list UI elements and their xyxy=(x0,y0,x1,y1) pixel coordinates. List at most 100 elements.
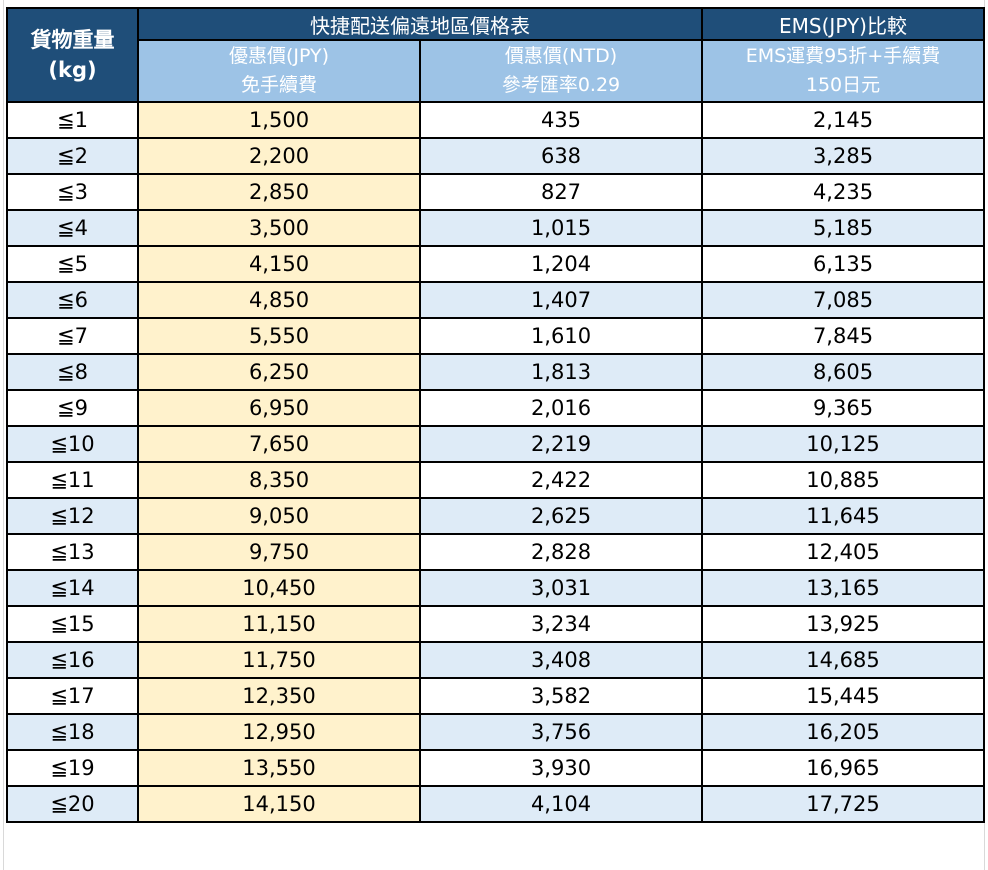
ems-price-cell[interactable]: 12,405 xyxy=(701,533,985,571)
jpy-price-cell[interactable]: 2,850 xyxy=(137,173,421,211)
jpy-price-cell[interactable]: 10,450 xyxy=(137,569,421,607)
weight-cell[interactable]: ≦15 xyxy=(6,605,139,643)
weight-cell[interactable]: ≦16 xyxy=(6,641,139,679)
jpy-price-cell[interactable]: 7,650 xyxy=(137,425,421,463)
weight-cell[interactable]: ≦11 xyxy=(6,461,139,499)
ntd-price-cell[interactable]: 3,756 xyxy=(419,713,703,751)
jpy-price-cell[interactable]: 12,350 xyxy=(137,677,421,715)
jpy-price-cell[interactable]: 4,150 xyxy=(137,245,421,283)
weight-cell[interactable]: ≦7 xyxy=(6,317,139,355)
ntd-price-cell[interactable]: 638 xyxy=(419,137,703,175)
ems-price-cell[interactable]: 13,925 xyxy=(701,605,985,643)
header-ems-title[interactable]: EMS(JPY)比較 xyxy=(701,7,985,41)
ntd-price-cell[interactable]: 2,422 xyxy=(419,461,703,499)
header-jpy-line2: 免手續費 xyxy=(240,74,317,96)
jpy-price-cell[interactable]: 11,150 xyxy=(137,605,421,643)
header-weight[interactable]: 貨物重量 (kg) xyxy=(6,7,139,103)
price-table: 貨物重量 (kg) 快捷配送偏遠地區價格表 EMS(JPY)比較 優惠價(JPY… xyxy=(6,7,985,823)
table-row: ≦20 14,150 4,104 17,725 xyxy=(6,785,985,823)
weight-cell[interactable]: ≦5 xyxy=(6,245,139,283)
ems-price-cell[interactable]: 14,685 xyxy=(701,641,985,679)
ntd-price-cell[interactable]: 2,625 xyxy=(419,497,703,535)
jpy-price-cell[interactable]: 2,200 xyxy=(137,137,421,175)
weight-cell[interactable]: ≦10 xyxy=(6,425,139,463)
weight-cell[interactable]: ≦1 xyxy=(6,101,139,139)
weight-cell[interactable]: ≦3 xyxy=(6,173,139,211)
ntd-price-cell[interactable]: 4,104 xyxy=(419,785,703,823)
header-ntd[interactable]: 價惠價(NTD) 參考匯率0.29 xyxy=(419,39,703,103)
ems-price-cell[interactable]: 15,445 xyxy=(701,677,985,715)
header-jpy[interactable]: 優惠價(JPY) 免手續費 xyxy=(137,39,421,103)
ems-price-cell[interactable]: 16,965 xyxy=(701,749,985,787)
weight-cell[interactable]: ≦17 xyxy=(6,677,139,715)
weight-cell[interactable]: ≦18 xyxy=(6,713,139,751)
weight-cell[interactable]: ≦9 xyxy=(6,389,139,427)
ems-price-cell[interactable]: 7,845 xyxy=(701,317,985,355)
jpy-price-cell[interactable]: 13,550 xyxy=(137,749,421,787)
ntd-price-cell[interactable]: 1,407 xyxy=(419,281,703,319)
table-row: ≦3 2,850 827 4,235 xyxy=(6,173,985,211)
jpy-price-cell[interactable]: 3,500 xyxy=(137,209,421,247)
weight-cell[interactable]: ≦2 xyxy=(6,137,139,175)
ems-price-cell[interactable]: 4,235 xyxy=(701,173,985,211)
ntd-price-cell[interactable]: 2,016 xyxy=(419,389,703,427)
header-weight-line2: (kg) xyxy=(48,58,97,82)
ntd-price-cell[interactable]: 2,828 xyxy=(419,533,703,571)
jpy-price-cell[interactable]: 4,850 xyxy=(137,281,421,319)
ems-price-cell[interactable]: 10,885 xyxy=(701,461,985,499)
weight-cell[interactable]: ≦12 xyxy=(6,497,139,535)
ntd-price-cell[interactable]: 3,930 xyxy=(419,749,703,787)
table-row: ≦14 10,450 3,031 13,165 xyxy=(6,569,985,607)
ems-price-cell[interactable]: 10,125 xyxy=(701,425,985,463)
ntd-price-cell[interactable]: 1,610 xyxy=(419,317,703,355)
ntd-price-cell[interactable]: 2,219 xyxy=(419,425,703,463)
ems-price-cell[interactable]: 16,205 xyxy=(701,713,985,751)
ntd-price-cell[interactable]: 827 xyxy=(419,173,703,211)
ems-price-cell[interactable]: 8,605 xyxy=(701,353,985,391)
ntd-price-cell[interactable]: 3,234 xyxy=(419,605,703,643)
jpy-price-cell[interactable]: 8,350 xyxy=(137,461,421,499)
header-group-title[interactable]: 快捷配送偏遠地區價格表 xyxy=(137,7,703,41)
ntd-price-cell[interactable]: 3,582 xyxy=(419,677,703,715)
weight-cell[interactable]: ≦19 xyxy=(6,749,139,787)
header-ems-line1: EMS運費95折+手續費 xyxy=(745,45,941,67)
ntd-price-cell[interactable]: 1,813 xyxy=(419,353,703,391)
header-ntd-line2: 參考匯率0.29 xyxy=(501,74,621,96)
jpy-price-cell[interactable]: 1,500 xyxy=(137,101,421,139)
weight-cell[interactable]: ≦13 xyxy=(6,533,139,571)
table-row: ≦12 9,050 2,625 11,645 xyxy=(6,497,985,535)
weight-cell[interactable]: ≦14 xyxy=(6,569,139,607)
ems-price-cell[interactable]: 17,725 xyxy=(701,785,985,823)
jpy-price-cell[interactable]: 12,950 xyxy=(137,713,421,751)
jpy-price-cell[interactable]: 11,750 xyxy=(137,641,421,679)
jpy-price-cell[interactable]: 6,250 xyxy=(137,353,421,391)
table-row: ≦17 12,350 3,582 15,445 xyxy=(6,677,985,715)
ntd-price-cell[interactable]: 1,204 xyxy=(419,245,703,283)
ems-price-cell[interactable]: 6,135 xyxy=(701,245,985,283)
header-ems[interactable]: EMS運費95折+手續費 150日元 xyxy=(701,39,985,103)
jpy-price-cell[interactable]: 9,050 xyxy=(137,497,421,535)
table-row: ≦13 9,750 2,828 12,405 xyxy=(6,533,985,571)
table-row: ≦10 7,650 2,219 10,125 xyxy=(6,425,985,463)
ems-price-cell[interactable]: 2,145 xyxy=(701,101,985,139)
weight-cell[interactable]: ≦6 xyxy=(6,281,139,319)
ntd-price-cell[interactable]: 3,408 xyxy=(419,641,703,679)
table-row: ≦16 11,750 3,408 14,685 xyxy=(6,641,985,679)
ems-price-cell[interactable]: 7,085 xyxy=(701,281,985,319)
weight-cell[interactable]: ≦20 xyxy=(6,785,139,823)
ems-price-cell[interactable]: 5,185 xyxy=(701,209,985,247)
ntd-price-cell[interactable]: 1,015 xyxy=(419,209,703,247)
jpy-price-cell[interactable]: 5,550 xyxy=(137,317,421,355)
ems-price-cell[interactable]: 3,285 xyxy=(701,137,985,175)
jpy-price-cell[interactable]: 9,750 xyxy=(137,533,421,571)
jpy-price-cell[interactable]: 14,150 xyxy=(137,785,421,823)
ems-price-cell[interactable]: 13,165 xyxy=(701,569,985,607)
ntd-price-cell[interactable]: 435 xyxy=(419,101,703,139)
jpy-price-cell[interactable]: 6,950 xyxy=(137,389,421,427)
header-weight-line1: 貨物重量 xyxy=(30,28,115,52)
ems-price-cell[interactable]: 11,645 xyxy=(701,497,985,535)
weight-cell[interactable]: ≦8 xyxy=(6,353,139,391)
ems-price-cell[interactable]: 9,365 xyxy=(701,389,985,427)
weight-cell[interactable]: ≦4 xyxy=(6,209,139,247)
ntd-price-cell[interactable]: 3,031 xyxy=(419,569,703,607)
